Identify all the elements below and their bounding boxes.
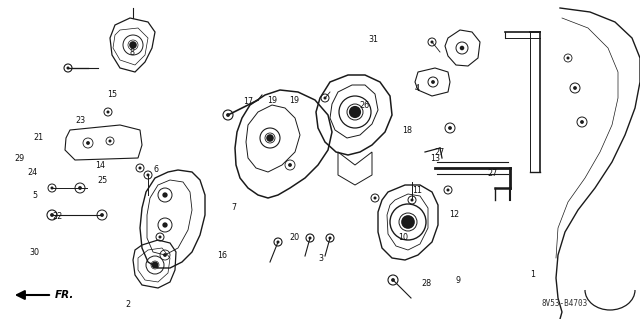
Circle shape <box>131 43 135 47</box>
Circle shape <box>288 163 292 167</box>
Text: 20: 20 <box>289 233 300 242</box>
Text: 19: 19 <box>267 96 277 105</box>
Text: 27: 27 <box>435 148 445 157</box>
Text: 9: 9 <box>456 276 461 285</box>
Circle shape <box>410 198 413 202</box>
Text: 25: 25 <box>97 176 108 185</box>
Text: 5: 5 <box>32 191 37 200</box>
Circle shape <box>138 167 141 169</box>
Circle shape <box>67 66 70 70</box>
Circle shape <box>51 187 54 189</box>
Circle shape <box>129 41 137 49</box>
Circle shape <box>163 192 168 198</box>
Text: 29: 29 <box>14 154 24 163</box>
Text: 30: 30 <box>29 248 40 256</box>
Circle shape <box>580 120 584 124</box>
Text: 7: 7 <box>232 203 237 212</box>
Circle shape <box>152 262 159 268</box>
Circle shape <box>374 197 376 199</box>
Text: 12: 12 <box>449 210 460 219</box>
Circle shape <box>147 174 150 176</box>
Circle shape <box>50 213 54 217</box>
Text: 27: 27 <box>488 169 498 178</box>
Circle shape <box>276 241 280 243</box>
Text: 1: 1 <box>530 271 535 279</box>
Text: 28: 28 <box>421 279 431 288</box>
Circle shape <box>431 80 435 84</box>
Circle shape <box>100 213 104 217</box>
Text: 8V53-B4703: 8V53-B4703 <box>542 299 588 308</box>
Circle shape <box>308 236 312 240</box>
Circle shape <box>391 278 395 282</box>
Circle shape <box>448 126 452 130</box>
Text: 4: 4 <box>415 84 420 93</box>
Circle shape <box>86 141 90 145</box>
Circle shape <box>154 263 157 266</box>
Text: 8: 8 <box>129 48 134 57</box>
Circle shape <box>566 56 570 60</box>
Circle shape <box>109 139 111 143</box>
Circle shape <box>163 222 168 228</box>
Circle shape <box>404 219 412 226</box>
Circle shape <box>352 109 358 115</box>
Circle shape <box>573 86 577 90</box>
Text: 15: 15 <box>108 90 118 99</box>
Circle shape <box>431 41 433 43</box>
Text: FR.: FR. <box>55 290 74 300</box>
Text: 16: 16 <box>217 251 227 260</box>
Text: 19: 19 <box>289 96 300 105</box>
Text: 13: 13 <box>430 154 440 163</box>
Circle shape <box>349 106 361 118</box>
Text: 26: 26 <box>360 101 370 110</box>
Circle shape <box>159 235 161 239</box>
Text: 31: 31 <box>369 35 379 44</box>
Circle shape <box>460 46 464 50</box>
Circle shape <box>163 253 167 257</box>
Circle shape <box>78 186 82 190</box>
Text: 21: 21 <box>33 133 44 142</box>
Circle shape <box>401 215 415 229</box>
Circle shape <box>328 236 332 240</box>
Text: 6: 6 <box>154 165 159 174</box>
Text: 2: 2 <box>125 300 131 309</box>
Circle shape <box>447 189 449 191</box>
Circle shape <box>268 136 272 140</box>
Text: 10: 10 <box>398 233 408 242</box>
Text: 24: 24 <box>27 168 37 177</box>
Text: 23: 23 <box>75 116 85 125</box>
Text: 11: 11 <box>412 186 422 195</box>
Circle shape <box>106 110 109 114</box>
Text: 14: 14 <box>95 161 105 170</box>
Text: 3: 3 <box>319 254 324 263</box>
Text: 18: 18 <box>402 126 412 135</box>
Text: 22: 22 <box>52 212 63 221</box>
Circle shape <box>226 113 230 117</box>
Circle shape <box>266 134 274 142</box>
Text: 17: 17 <box>243 97 253 106</box>
Circle shape <box>323 96 326 100</box>
